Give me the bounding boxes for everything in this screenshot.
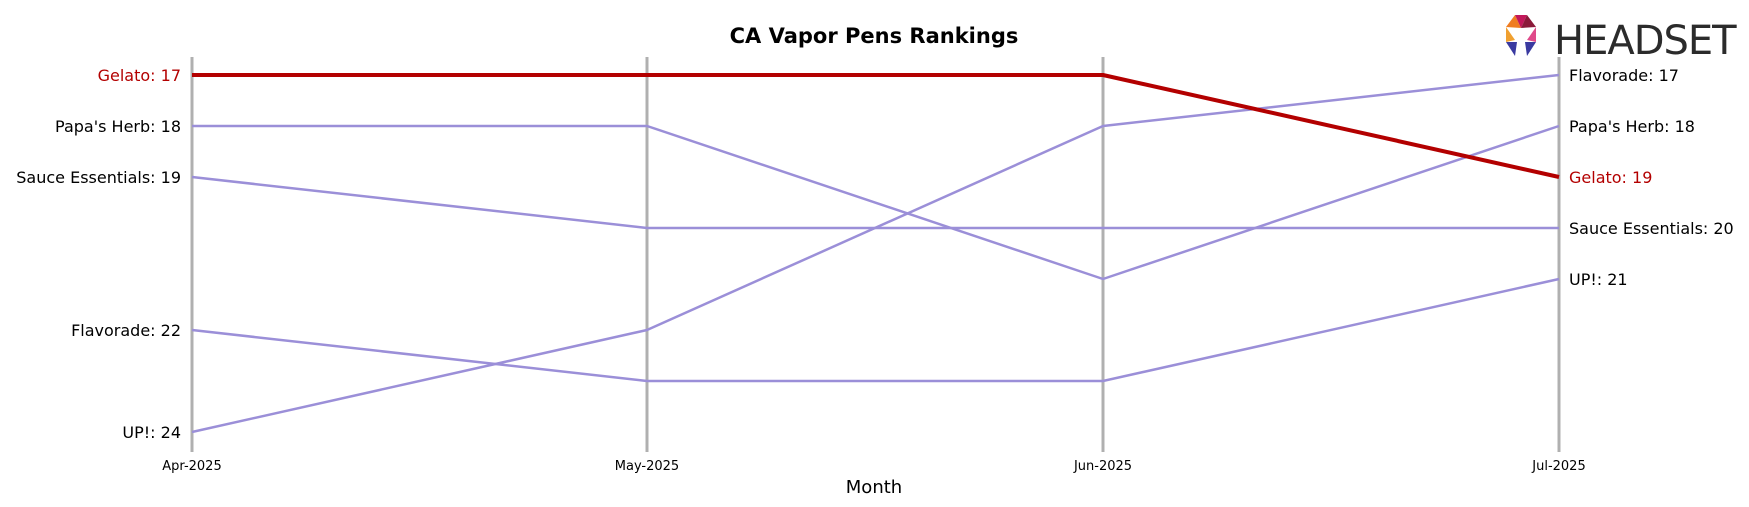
left-series-label: Sauce Essentials: 19	[16, 168, 181, 187]
x-tick-label: Apr-2025	[162, 459, 221, 474]
right-series-label: Gelato: 19	[1569, 168, 1652, 187]
chart-title: CA Vapor Pens Rankings	[730, 24, 1019, 48]
right-series-label: Sauce Essentials: 20	[1569, 219, 1734, 238]
axes: Apr-2025 May-2025 Jun-2025 Jul-2025	[162, 57, 1586, 474]
x-tick-label: Jul-2025	[1531, 459, 1585, 474]
logo-text: HEADSET	[1554, 18, 1737, 64]
left-series-label: Papa's Herb: 18	[55, 117, 181, 136]
headset-hexagon-logo-icon	[1506, 15, 1536, 56]
right-series-label: Flavorade: 17	[1569, 66, 1679, 85]
series-line-papa-s-herb	[192, 124, 1560, 281]
left-series-label: UP!: 24	[122, 423, 181, 442]
series-line-flavorade	[191, 277, 1560, 383]
right-series-label: UP!: 21	[1569, 270, 1628, 289]
end-labels: Gelato: 17 Papa's Herb: 18 Sauce Essential…	[16, 66, 1733, 442]
x-axis-label: Month	[846, 477, 902, 498]
left-series-label: Gelato: 17	[98, 66, 181, 85]
x-tick-label: May-2025	[615, 459, 679, 474]
series-line-up	[191, 73, 1560, 434]
left-series-label: Flavorade: 22	[71, 321, 181, 340]
right-series-label: Papa's Herb: 18	[1569, 117, 1695, 136]
x-tick-label: Jun-2025	[1073, 459, 1132, 474]
series-line-gelato	[192, 73, 1560, 179]
series-lines	[191, 73, 1560, 434]
headset-logo: HEADSET	[1506, 15, 1738, 64]
